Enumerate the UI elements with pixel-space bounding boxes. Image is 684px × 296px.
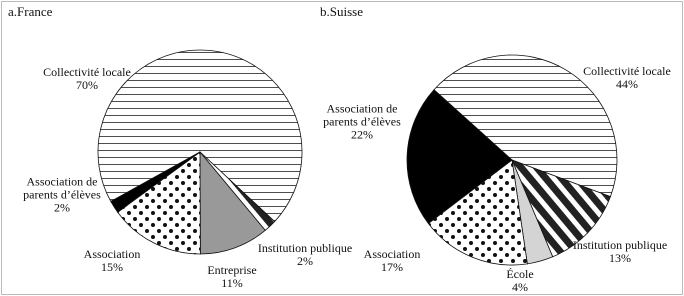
- value-label: 13%: [609, 251, 631, 265]
- value-label: 4%: [511, 280, 528, 294]
- pie-slice: [97, 49, 303, 223]
- slice-label: Association 17%: [364, 248, 421, 274]
- category-label: Association: [363, 247, 421, 261]
- category-label: Association de parents d’élèves: [323, 101, 401, 129]
- slice-label: Association de parents d’élèves 2%: [12, 174, 112, 215]
- slice-label: Institution publique 2%: [258, 242, 352, 268]
- category-label: Institution publique: [257, 241, 353, 255]
- pie-slice: [427, 159, 528, 266]
- slice-label: Collectivité locale 70%: [43, 66, 131, 92]
- pie-slice: [117, 151, 201, 255]
- value-label: 2%: [54, 200, 70, 215]
- slice-label: Association de parents d’élèves 22%: [312, 101, 412, 142]
- slice-label: Entreprise 11%: [207, 264, 256, 290]
- category-label: École: [506, 267, 534, 281]
- pie-slice: [406, 89, 513, 225]
- category-label: Institution publique: [572, 238, 668, 252]
- category-label: Entreprise: [207, 263, 257, 277]
- value-label: 2%: [297, 254, 313, 268]
- category-label: Collectivité locale: [43, 65, 131, 79]
- pie-slice: [511, 159, 611, 258]
- slice-label: Institution publique 13%: [573, 239, 667, 265]
- value-label: 22%: [351, 127, 373, 142]
- value-label: 70%: [75, 78, 98, 92]
- slice-label: École 4%: [506, 268, 533, 294]
- chart-title: a.France: [8, 4, 53, 19]
- category-label: Association de parents d’élèves: [23, 174, 101, 202]
- category-label: Association: [83, 247, 141, 261]
- pie-slice: [433, 54, 618, 198]
- slice-label: Association 15%: [84, 248, 141, 274]
- pie-slice: [110, 151, 201, 213]
- pie-slice: [199, 150, 266, 255]
- slice-label: Collectivité locale 44%: [583, 65, 671, 91]
- value-label: 17%: [380, 260, 403, 274]
- value-label: 15%: [100, 260, 123, 274]
- category-label: Collectivité locale: [583, 64, 671, 78]
- value-label: 11%: [221, 276, 243, 290]
- value-label: 44%: [615, 77, 638, 91]
- chart-title: b.Suisse: [320, 4, 363, 19]
